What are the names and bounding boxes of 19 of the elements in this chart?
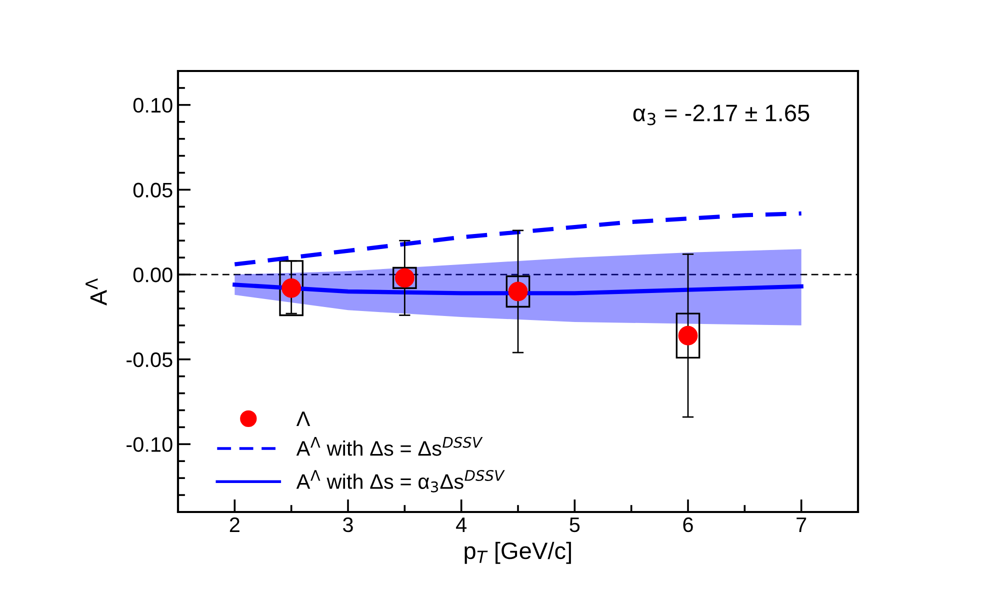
annotation: α$_{3}$ = -2.17 ± 1.65: [633, 104, 810, 126]
legend-label: A$^{Λ}$ with Δs = α$_{3}$Δs$^{DSSV}$: [296, 470, 505, 492]
line-series: [232, 211, 804, 266]
x-tick-label: 5: [570, 518, 580, 532]
y-tick-label: 0.05: [133, 182, 172, 198]
x-tick-label: 3: [343, 517, 353, 532]
x-tick-label: 2: [230, 517, 240, 532]
x-tick-label: 7: [796, 518, 806, 532]
y-tick-label: 0.00: [133, 268, 172, 282]
x-axis-title: p$_{T}$ [GeV/c]: [464, 542, 571, 564]
legend-label: Λ: [296, 412, 310, 426]
x-tick-label: 6: [683, 517, 693, 532]
line-series: [232, 282, 804, 296]
legend-label: A$^{Λ}$ with Δs = Δs$^{DSSV}$: [296, 436, 483, 456]
y-tick-label: 0.10: [133, 98, 172, 113]
y-axis-title: A$^{Λ}$: [86, 278, 107, 306]
x-tick-label: 4: [456, 518, 467, 532]
y-tick-label: -0.05: [126, 352, 172, 368]
y-tick-label: -0.10: [126, 437, 172, 452]
